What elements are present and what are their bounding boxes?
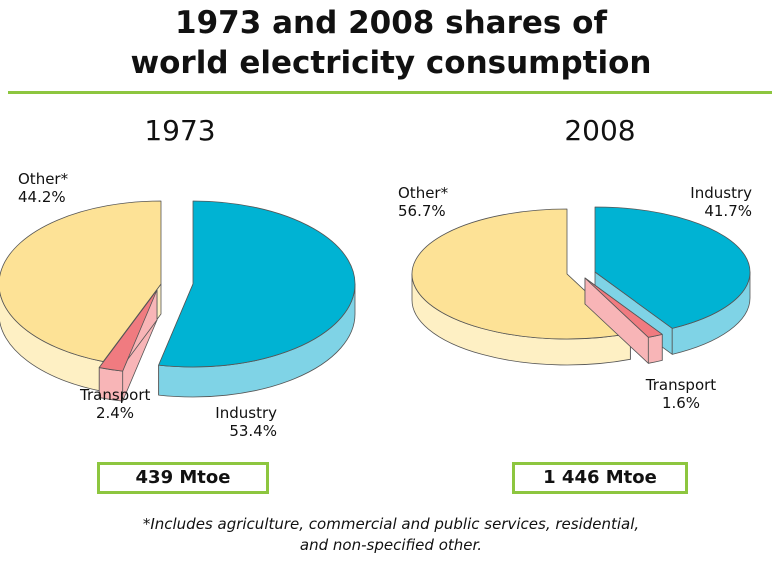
footnote-line-2: and non-specified other. bbox=[299, 536, 483, 554]
label-1973-other-value: 44.2% bbox=[18, 188, 66, 206]
label-1973-other: Other* 44.2% bbox=[18, 170, 68, 206]
label-1973-transport-name: Transport bbox=[80, 386, 151, 404]
label-1973-transport: Transport 2.4% bbox=[80, 386, 150, 422]
pie-1973 bbox=[0, 200, 356, 402]
label-2008-transport-value: 1.6% bbox=[661, 394, 701, 412]
label-1973-transport-value: 2.4% bbox=[95, 404, 135, 422]
label-2008-other: Other* 56.7% bbox=[398, 184, 448, 220]
slice-2008-industry-top bbox=[594, 206, 751, 329]
chart-title-line-1: 1973 and 2008 shares of bbox=[175, 5, 607, 41]
footnote-line-1: *Includes agriculture, commercial and pu… bbox=[142, 515, 640, 533]
slice-2008-transport bbox=[584, 277, 663, 364]
label-2008-other-name: Other* bbox=[398, 184, 449, 202]
slice-2008-other-top bbox=[411, 208, 631, 340]
label-2008-transport: Transport 1.6% bbox=[643, 376, 719, 412]
chart-title-line-2: world electricity consumption bbox=[130, 45, 652, 81]
label-1973-other-name: Other* bbox=[18, 170, 69, 188]
label-1973-industry-name: Industry bbox=[215, 404, 277, 422]
slice-1973-industry-top bbox=[158, 200, 356, 368]
pie-2008-title: 2008 bbox=[564, 114, 636, 147]
title-divider bbox=[8, 91, 772, 94]
label-1973-industry: Industry 53.4% bbox=[215, 404, 277, 440]
slice-2008-transport-top bbox=[584, 277, 663, 338]
label-2008-other-value: 56.7% bbox=[398, 202, 446, 220]
total-1973-badge: 439 Mtoe bbox=[97, 462, 269, 494]
slice-1973-transport-top bbox=[98, 289, 158, 372]
pie-2008 bbox=[411, 206, 751, 366]
label-2008-transport-name: Transport bbox=[645, 376, 717, 394]
label-2008-industry-name: Industry bbox=[690, 184, 752, 202]
label-1973-industry-value: 53.4% bbox=[229, 422, 277, 440]
label-2008-industry-value: 41.7% bbox=[704, 202, 752, 220]
total-2008-badge: 1 446 Mtoe bbox=[512, 462, 688, 494]
slice-1973-other-top bbox=[0, 200, 162, 362]
slice-2008-transport-side-0 bbox=[647, 333, 663, 364]
slice-1973-industry bbox=[158, 200, 356, 398]
pie-1973-title: 1973 bbox=[144, 114, 216, 147]
slice-1973-transport bbox=[98, 289, 158, 402]
label-2008-industry: Industry 41.7% bbox=[688, 184, 752, 220]
